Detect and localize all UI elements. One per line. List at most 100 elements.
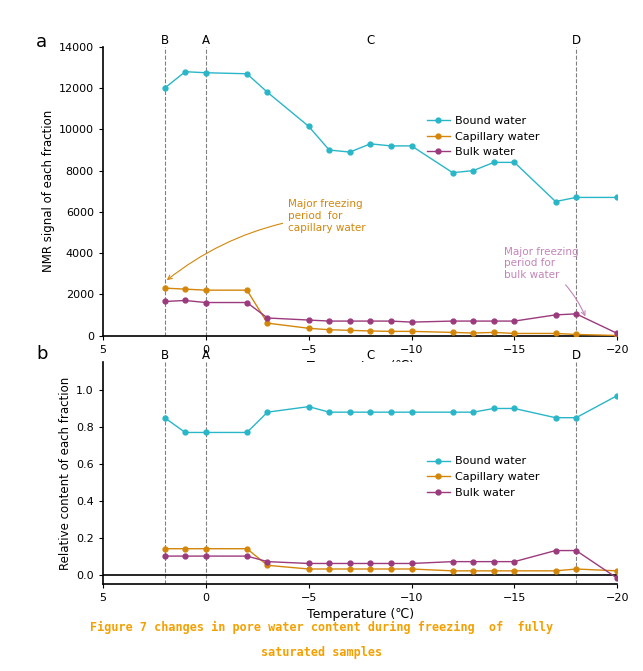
Bound water [449, 408, 457, 416]
Bulk water [572, 310, 580, 318]
Capillary water [552, 567, 559, 575]
Capillary water [490, 567, 498, 575]
Capillary water [490, 328, 498, 336]
Bound water [367, 140, 374, 148]
Bulk water [325, 560, 333, 568]
Line: Capillary water: Capillary water [162, 546, 620, 573]
Bound water [161, 84, 168, 92]
Capillary water [613, 567, 621, 575]
Capillary water [243, 286, 251, 294]
Capillary water [202, 286, 210, 294]
Bulk water [181, 297, 189, 305]
Bound water [449, 168, 457, 176]
Bound water [408, 142, 415, 150]
Line: Bulk water: Bulk water [162, 298, 620, 336]
Capillary water [346, 326, 354, 334]
Capillary water [264, 561, 271, 569]
Bulk water [161, 552, 168, 560]
Bound water [325, 146, 333, 154]
Bulk water [181, 552, 189, 560]
X-axis label: Temperature (℃): Temperature (℃) [307, 360, 413, 373]
Text: Major freezing
period  for
capillary water: Major freezing period for capillary wate… [168, 199, 366, 279]
Bulk water [490, 317, 498, 325]
Bound water [613, 193, 621, 201]
Bound water [572, 413, 580, 422]
Bulk water [305, 316, 312, 324]
Legend: Bound water, Capillary water, Bulk water: Bound water, Capillary water, Bulk water [428, 456, 539, 498]
Bound water [490, 158, 498, 166]
Capillary water [161, 284, 168, 292]
Capillary water [572, 565, 580, 573]
Bound water [572, 193, 580, 201]
Bound water [511, 405, 518, 413]
Bulk water [264, 558, 271, 566]
Y-axis label: NMR signal of each fraction: NMR signal of each fraction [42, 110, 55, 272]
Text: a: a [36, 32, 47, 50]
Capillary water [387, 565, 395, 573]
Bound water [181, 68, 189, 76]
Capillary water [367, 565, 374, 573]
Capillary water [243, 545, 251, 553]
Text: A: A [202, 34, 210, 47]
Capillary water [305, 565, 312, 573]
Bound water [264, 408, 271, 416]
Capillary water [408, 565, 415, 573]
Legend: Bound water, Capillary water, Bulk water: Bound water, Capillary water, Bulk water [428, 116, 539, 157]
Line: Bound water: Bound water [162, 69, 620, 204]
Capillary water [613, 331, 621, 340]
Bound water [469, 166, 477, 174]
Y-axis label: Relative content of each fraction: Relative content of each fraction [59, 376, 72, 570]
Bulk water [511, 558, 518, 566]
Bulk water [613, 329, 621, 338]
Bulk water [305, 560, 312, 568]
Bulk water [572, 546, 580, 554]
Bulk water [325, 317, 333, 325]
Bound water [305, 122, 312, 130]
Line: Bound water: Bound water [162, 393, 620, 435]
Capillary water [552, 329, 559, 338]
Capillary water [511, 567, 518, 575]
Text: D: D [572, 34, 581, 47]
Capillary water [346, 565, 354, 573]
Bulk water [469, 317, 477, 325]
Bulk water [387, 317, 395, 325]
Capillary water [469, 329, 477, 337]
Bulk water [243, 552, 251, 560]
Bulk water [469, 558, 477, 566]
Capillary water [181, 545, 189, 553]
Capillary water [367, 327, 374, 335]
Capillary water [469, 567, 477, 575]
Text: b: b [36, 345, 48, 362]
Capillary water [325, 325, 333, 333]
X-axis label: Temperature (℃): Temperature (℃) [307, 609, 413, 621]
Bulk water [408, 560, 415, 568]
Capillary water [161, 545, 168, 553]
Bulk water [449, 317, 457, 325]
Bound water [387, 408, 395, 416]
Bulk water [346, 317, 354, 325]
Bulk water [408, 318, 415, 326]
Text: Figure 7 changes in pore water content during freezing  of  fully: Figure 7 changes in pore water content d… [90, 621, 553, 634]
Bulk water [202, 552, 210, 560]
Bound water [243, 428, 251, 436]
Bound water [264, 89, 271, 97]
Bulk water [387, 560, 395, 568]
Capillary water [511, 329, 518, 338]
Bulk water [243, 299, 251, 307]
Capillary water [325, 565, 333, 573]
Capillary water [408, 327, 415, 336]
Bound water [243, 70, 251, 78]
Bulk water [202, 299, 210, 307]
Bound water [613, 391, 621, 399]
Capillary water [387, 327, 395, 336]
Bound water [346, 408, 354, 416]
Line: Capillary water: Capillary water [162, 286, 620, 338]
Capillary water [449, 328, 457, 336]
Bound water [202, 68, 210, 76]
Bulk water [490, 558, 498, 566]
Bound water [346, 148, 354, 156]
Bound water [305, 403, 312, 411]
Capillary water [572, 330, 580, 338]
Bulk water [264, 314, 271, 322]
Text: D: D [572, 350, 581, 362]
